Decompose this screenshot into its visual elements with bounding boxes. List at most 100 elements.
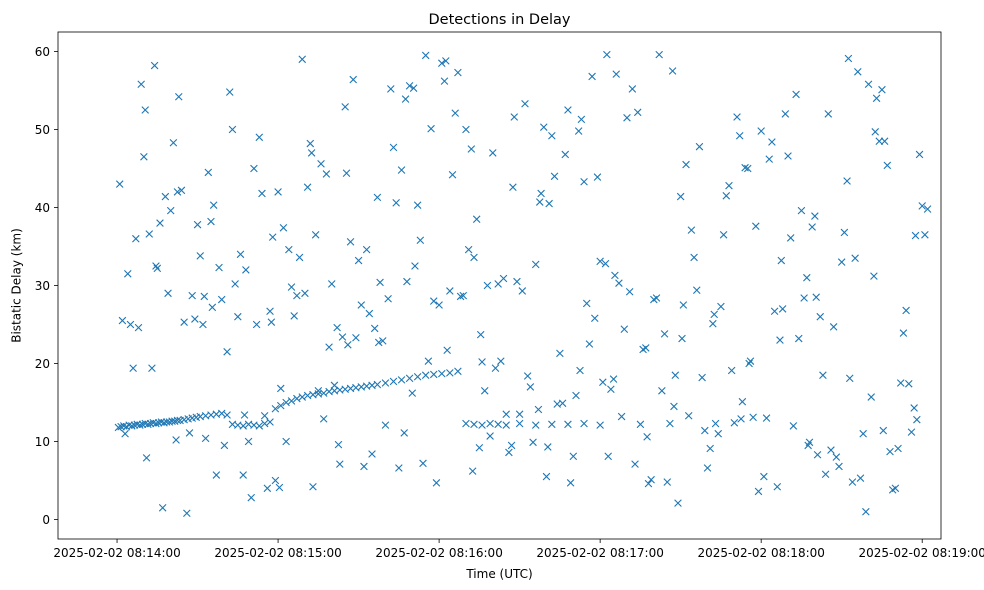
clutter-point	[534, 405, 543, 414]
clutter-point	[590, 314, 599, 323]
track-point	[154, 418, 163, 427]
clutter-point	[403, 277, 411, 286]
clutter-point	[854, 67, 862, 76]
clutter-point	[191, 315, 199, 323]
clutter-point	[307, 149, 316, 157]
clutter-point	[643, 433, 651, 441]
clutter-point	[282, 437, 290, 446]
clutter-point	[252, 320, 261, 329]
clutter-point	[776, 336, 784, 344]
clutter-point	[862, 507, 870, 516]
track-point	[373, 380, 382, 389]
clutter-point	[201, 434, 210, 443]
clutter-point	[467, 145, 476, 153]
clutter-point	[376, 278, 384, 287]
clutter-point	[446, 287, 454, 295]
track-point	[152, 419, 160, 428]
clutter-point	[765, 155, 774, 163]
track-point	[319, 389, 328, 397]
clutter-point	[362, 245, 371, 254]
track-point	[580, 419, 588, 428]
track-point	[157, 418, 166, 426]
clutter-point	[314, 387, 323, 395]
clutter-point	[373, 193, 382, 202]
clutter-point	[442, 57, 450, 65]
x-tick-label: 2025-02-02 08:19:00	[858, 546, 984, 560]
track-point	[125, 421, 133, 429]
clutter-point	[574, 127, 583, 135]
y-tick-label: 60	[35, 45, 50, 59]
clutter-point	[266, 307, 274, 316]
clutter-point	[778, 305, 787, 313]
clutter-point	[395, 464, 403, 472]
clutter-point	[451, 109, 460, 117]
clutter-point	[580, 177, 588, 186]
clutter-point	[142, 454, 151, 462]
clutter-point	[295, 253, 304, 262]
clutter-point	[208, 303, 217, 312]
clutter-point	[730, 418, 739, 427]
clutter-point	[636, 420, 645, 429]
track-point	[405, 374, 414, 383]
clutter-point	[709, 319, 717, 328]
clutter-point	[676, 192, 685, 201]
clutter-point	[344, 340, 352, 349]
clutter-point	[800, 294, 808, 302]
clutter-point	[293, 291, 301, 300]
clutter-point	[173, 188, 182, 196]
clutter-point	[523, 372, 532, 380]
clutter-point	[115, 180, 124, 188]
clutter-point	[172, 436, 180, 444]
clutter-point	[879, 426, 888, 435]
clutter-point	[848, 478, 857, 486]
track-point	[470, 420, 478, 429]
clutter-point	[290, 312, 298, 320]
clutter-point	[746, 357, 755, 365]
clutter-point	[126, 320, 135, 329]
track-point	[494, 420, 502, 429]
track-point	[389, 377, 398, 386]
clutter-point	[440, 77, 449, 85]
clutter-point	[711, 419, 720, 428]
clutter-point	[169, 138, 178, 147]
clutter-point	[752, 222, 760, 231]
clutter-point	[803, 273, 811, 282]
clutter-point	[432, 479, 441, 487]
clutter-point	[687, 226, 696, 234]
clutter-point	[306, 139, 315, 148]
clutter-point	[156, 219, 164, 227]
clutter-point	[489, 149, 497, 157]
clutter-point	[161, 192, 170, 201]
clutter-point	[118, 316, 127, 325]
clutter-point	[792, 90, 800, 99]
clutter-point	[773, 482, 782, 491]
clutter-point	[185, 429, 194, 437]
clutter-point	[480, 387, 489, 395]
clutter-point	[725, 181, 733, 190]
clutter-point	[319, 415, 328, 423]
clutter-point	[737, 415, 745, 423]
clutter-point	[397, 166, 406, 174]
clutter-point	[231, 280, 239, 288]
clutter-point	[816, 312, 825, 321]
x-tick-label: 2025-02-02 08:15:00	[214, 546, 341, 560]
clutter-point	[250, 164, 258, 173]
clutter-point	[660, 330, 669, 338]
clutter-point	[706, 444, 714, 453]
clutter-point	[701, 426, 709, 435]
clutter-point	[476, 330, 485, 339]
clutter-point	[537, 189, 545, 198]
clutter-point	[150, 61, 159, 70]
clutter-point	[910, 404, 918, 412]
clutter-point	[196, 252, 205, 260]
clutter-point	[663, 478, 672, 486]
track-point	[130, 421, 139, 429]
clutter-point	[438, 59, 446, 67]
clutter-point	[599, 378, 607, 387]
clutter-point	[631, 460, 639, 468]
clutter-point	[401, 95, 410, 103]
clutter-point	[435, 301, 443, 309]
clutter-point	[835, 462, 843, 471]
clutter-point	[529, 438, 537, 447]
